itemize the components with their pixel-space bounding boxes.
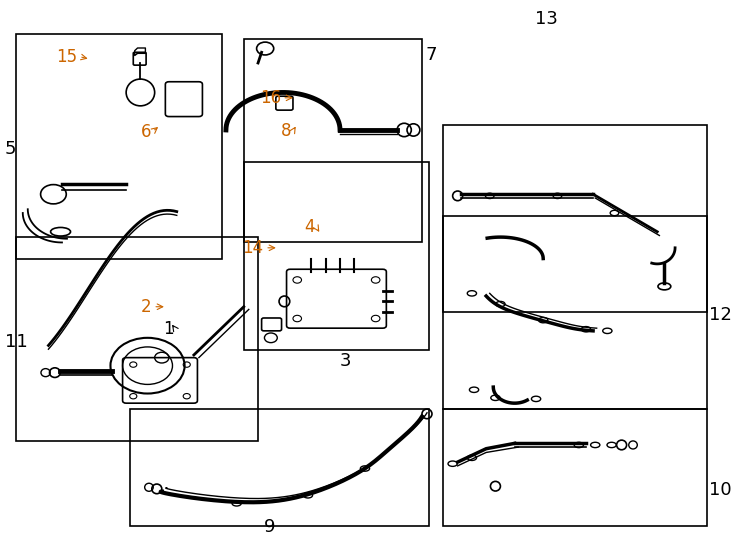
Text: 13: 13 <box>534 10 558 28</box>
Text: 15: 15 <box>57 48 78 65</box>
Text: 16: 16 <box>260 89 281 107</box>
Text: 8: 8 <box>281 122 291 140</box>
Text: 11: 11 <box>5 333 28 350</box>
Text: 1: 1 <box>163 320 174 338</box>
Text: 6: 6 <box>141 123 151 140</box>
Text: 12: 12 <box>708 306 732 325</box>
Text: 4: 4 <box>305 219 315 237</box>
Text: 10: 10 <box>708 481 731 499</box>
Text: 7: 7 <box>426 46 437 64</box>
Text: 5: 5 <box>5 140 16 158</box>
Text: 3: 3 <box>339 353 351 370</box>
Text: 9: 9 <box>264 518 275 536</box>
Text: 2: 2 <box>141 298 152 316</box>
Text: 14: 14 <box>243 239 264 257</box>
